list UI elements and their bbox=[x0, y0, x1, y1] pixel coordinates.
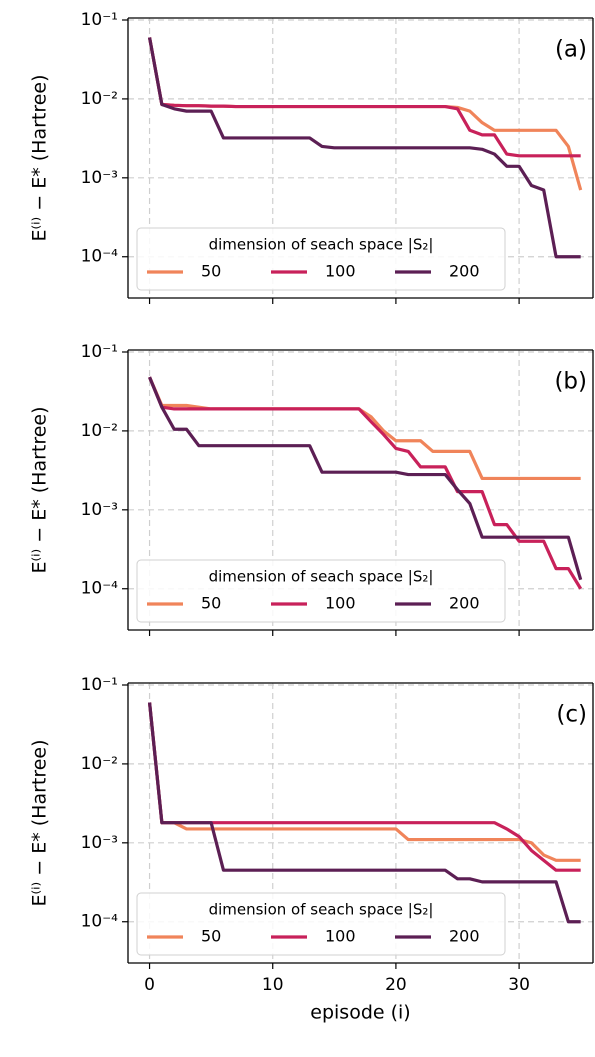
panel-label: (b) bbox=[554, 369, 587, 395]
y-tick-label: 10⁻³ bbox=[81, 168, 118, 188]
y-tick-label: 10⁻¹ bbox=[81, 342, 118, 362]
y-tick-label: 10⁻⁴ bbox=[81, 912, 119, 932]
y-tick-label: 10⁻³ bbox=[81, 833, 118, 853]
series-line bbox=[147, 702, 581, 872]
legend-label: 200 bbox=[449, 594, 480, 613]
panel: 0 10 20 30 10⁻¹ 10⁻² 10⁻³ 10⁻⁴ E⁽ⁱ⁾ − E* (Hartre… bbox=[29, 675, 594, 1024]
y-tick-label: 10⁻² bbox=[81, 754, 118, 774]
legend-label: 50 bbox=[201, 594, 221, 613]
panel: 10⁻¹ 10⁻² 10⁻³ 10⁻⁴ E⁽ⁱ⁾ − E* (Hartree) (a) di… bbox=[29, 10, 594, 304]
panel-label: (a) bbox=[555, 37, 587, 63]
series-line bbox=[148, 376, 583, 590]
series-line bbox=[147, 702, 581, 862]
y-tick-label: 10⁻¹ bbox=[81, 10, 118, 30]
legend-title: dimension of seach space |S₂| bbox=[209, 568, 434, 586]
y-tick-label: 10⁻³ bbox=[81, 500, 118, 520]
y-axis-label: E⁽ⁱ⁾ − E* (Hartree) bbox=[29, 74, 51, 241]
y-tick-label: 10⁻² bbox=[81, 89, 118, 109]
y-tick-label: 10⁻² bbox=[81, 421, 118, 441]
series-line bbox=[147, 702, 581, 924]
x-tick-label: 30 bbox=[508, 975, 530, 995]
legend-label: 200 bbox=[449, 262, 480, 281]
legend-box bbox=[136, 227, 506, 291]
series-line bbox=[148, 376, 583, 581]
y-tick-label: 10⁻⁴ bbox=[81, 579, 119, 599]
x-tick-label: 10 bbox=[262, 975, 284, 995]
legend-label: 100 bbox=[325, 927, 356, 946]
series-line bbox=[147, 37, 581, 259]
y-axis-label: E⁽ⁱ⁾ − E* (Hartree) bbox=[29, 739, 51, 906]
y-axis-label: E⁽ⁱ⁾ − E* (Hartree) bbox=[29, 406, 51, 573]
legend-title: dimension of seach space |S₂| bbox=[209, 236, 434, 254]
y-tick-label: 10⁻¹ bbox=[81, 675, 118, 695]
legend-box bbox=[136, 559, 506, 623]
legend-title: dimension of seach space |S₂| bbox=[209, 901, 434, 919]
series-line bbox=[147, 37, 581, 158]
legend-box bbox=[136, 892, 506, 956]
panel-label: (c) bbox=[556, 702, 587, 728]
panel: 10⁻¹ 10⁻² 10⁻³ 10⁻⁴ E⁽ⁱ⁾ − E* (Hartree) (b) di… bbox=[29, 342, 594, 636]
legend-label: 100 bbox=[325, 262, 356, 281]
legend-label: 50 bbox=[201, 927, 221, 946]
series-line bbox=[148, 376, 581, 481]
y-tick-label: 10⁻⁴ bbox=[81, 247, 119, 267]
x-tick-label: 20 bbox=[385, 975, 407, 995]
x-axis-label: episode (i) bbox=[310, 1002, 410, 1024]
legend-label: 50 bbox=[201, 262, 221, 281]
legend-label: 100 bbox=[325, 594, 356, 613]
x-tick-label: 0 bbox=[144, 975, 155, 995]
legend-label: 200 bbox=[449, 927, 480, 946]
